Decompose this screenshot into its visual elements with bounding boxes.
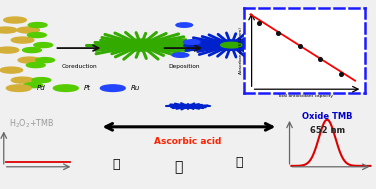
Circle shape: [0, 67, 23, 73]
Circle shape: [23, 48, 41, 53]
Circle shape: [221, 42, 242, 48]
Text: Ascorbic acid: Ascorbic acid: [154, 137, 222, 146]
Point: [338, 72, 344, 75]
Y-axis label: Absorbance (652 nm): Absorbance (652 nm): [239, 27, 243, 74]
Text: Coreduction: Coreduction: [61, 64, 97, 69]
Circle shape: [36, 58, 55, 63]
Point: [256, 21, 262, 24]
Text: H$_2$O$_2$+TMB: H$_2$O$_2$+TMB: [9, 117, 55, 129]
Circle shape: [17, 27, 39, 33]
Point: [297, 44, 303, 47]
Text: Oxide TMB: Oxide TMB: [302, 112, 352, 121]
Circle shape: [0, 47, 19, 53]
Circle shape: [0, 27, 17, 33]
Point: [317, 57, 323, 60]
Circle shape: [28, 22, 47, 28]
Circle shape: [27, 33, 46, 38]
Circle shape: [11, 37, 34, 43]
Circle shape: [24, 83, 42, 88]
Circle shape: [180, 105, 196, 108]
Text: 652 nm: 652 nm: [309, 126, 345, 135]
Circle shape: [176, 23, 193, 27]
Circle shape: [11, 77, 34, 83]
Circle shape: [6, 85, 31, 91]
Text: 🍸: 🍸: [113, 158, 120, 171]
Circle shape: [172, 53, 189, 57]
Circle shape: [34, 43, 53, 48]
Circle shape: [183, 40, 200, 44]
Circle shape: [53, 85, 78, 91]
Circle shape: [18, 57, 41, 63]
Text: Pd: Pd: [37, 85, 45, 91]
Text: 🍊: 🍊: [174, 160, 183, 174]
Text: Ru: Ru: [131, 85, 140, 91]
Circle shape: [4, 17, 26, 23]
Circle shape: [26, 63, 45, 68]
Text: Deposition: Deposition: [168, 64, 200, 69]
Text: 🌿: 🌿: [235, 156, 243, 169]
Circle shape: [118, 39, 164, 51]
Circle shape: [100, 85, 125, 91]
Circle shape: [32, 78, 51, 83]
Circle shape: [212, 40, 251, 50]
Point: [275, 32, 281, 35]
Text: Pt: Pt: [84, 85, 91, 91]
X-axis label: Total antioxidant capacity: Total antioxidant capacity: [277, 94, 332, 98]
